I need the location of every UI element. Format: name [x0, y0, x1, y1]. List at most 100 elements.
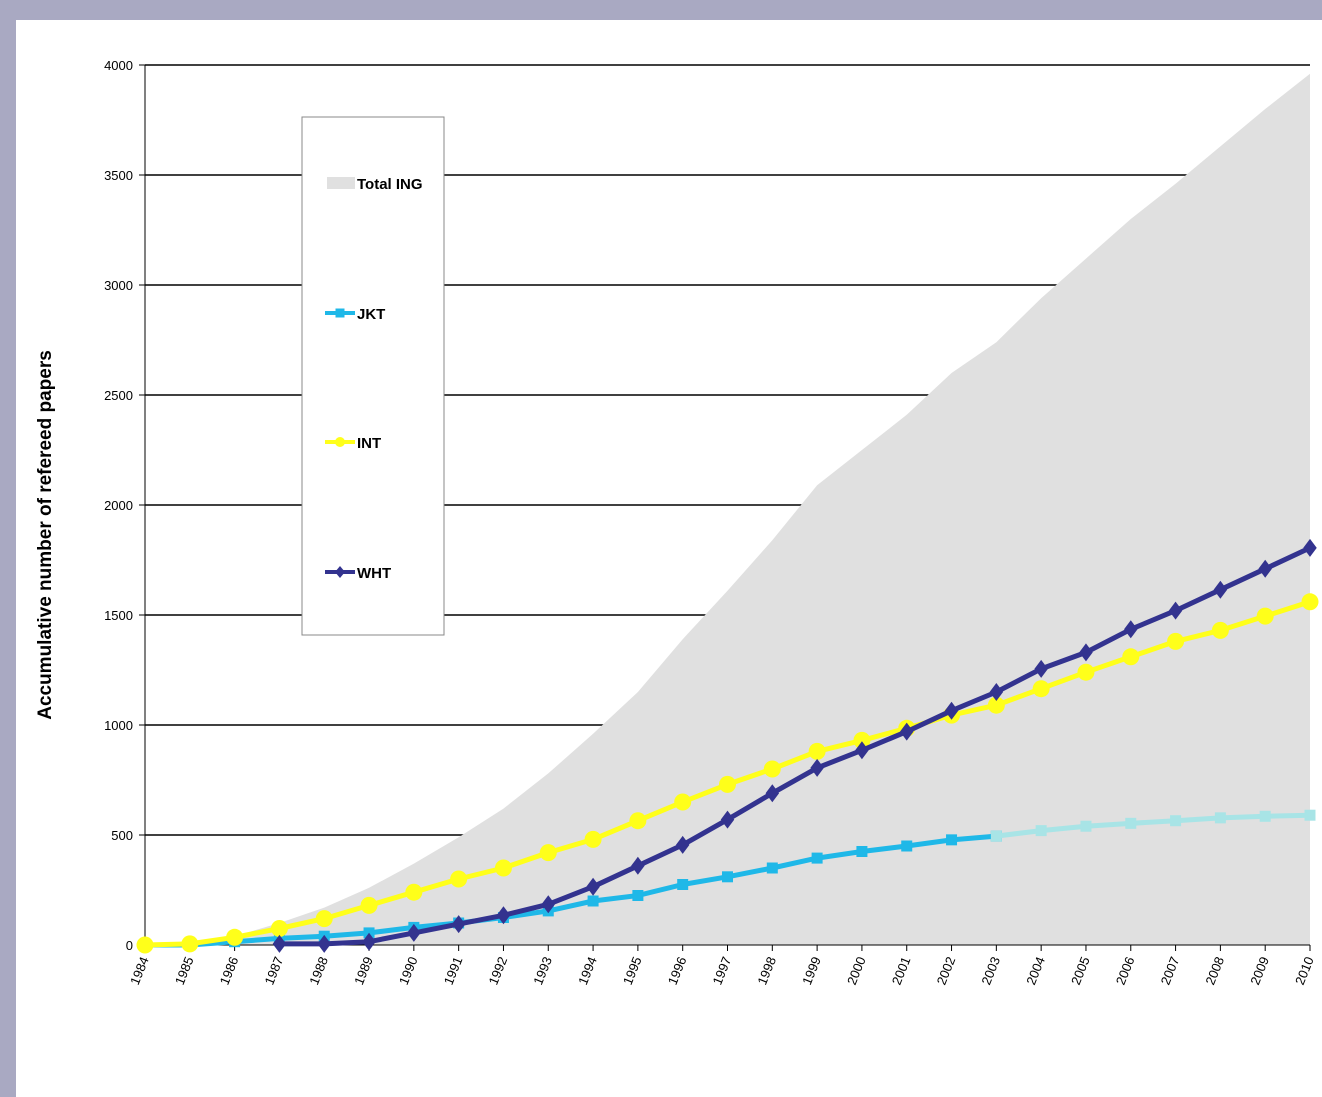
legend-marker	[335, 308, 345, 318]
legend-item-total-ing: Total ING	[327, 176, 423, 193]
point-wht	[1034, 659, 1048, 678]
y-tick-label: 3000	[104, 278, 133, 293]
x-tick-label: 1989	[351, 955, 376, 987]
x-tick-label: 2008	[1202, 955, 1227, 987]
line-jkt	[145, 833, 997, 948]
y-tick-label: 4000	[104, 58, 133, 73]
point-series-1	[1170, 815, 1182, 827]
legend-item-int: INT	[325, 435, 381, 452]
point-jkt	[722, 871, 733, 883]
legend-marker	[335, 566, 345, 578]
x-tick-label: 1990	[396, 955, 421, 987]
line-series-1	[996, 812, 1311, 839]
point-series-1	[1125, 817, 1137, 829]
point-int	[1167, 632, 1185, 650]
y-tick-label: 0	[126, 938, 133, 953]
point-jkt	[901, 840, 913, 852]
point-jkt	[766, 862, 778, 874]
chart-panel: 0 500 1000 1500 2000 2500 3000 3500 4000 1984 1985…	[16, 20, 1322, 1097]
point-wht	[855, 741, 869, 760]
line-chart: 0 500 1000 1500 2000 2500 3000 3500 4000 1984 1985…	[35, 58, 1319, 987]
x-tick-label: 1999	[799, 955, 824, 987]
y-tick-label: 1500	[104, 608, 133, 623]
point-int	[584, 830, 602, 848]
point-int	[136, 936, 154, 954]
point-series-1	[1259, 810, 1271, 822]
point-wht	[810, 758, 824, 777]
point-int	[270, 920, 288, 937]
point-int	[1032, 680, 1050, 698]
x-tick-label: 2005	[1068, 955, 1093, 987]
legend-label: Total ING	[357, 176, 423, 193]
series-series-1	[990, 809, 1316, 842]
point-wht	[407, 923, 421, 942]
legend-item-jkt: JKT	[325, 306, 385, 323]
x-tick-label: 1985	[172, 955, 197, 987]
point-wht	[899, 722, 914, 741]
series-wht	[272, 538, 1317, 953]
x-tick-label: 1997	[710, 955, 735, 987]
point-wht	[317, 934, 331, 953]
x-tick-label: 1995	[620, 955, 645, 987]
legend-item-wht: WHT	[325, 565, 391, 582]
point-int	[494, 859, 512, 877]
point-wht	[1258, 559, 1272, 578]
legend: Total ING JKT INT WHT	[301, 116, 445, 636]
point-int	[853, 731, 871, 749]
legend-label: WHT	[357, 565, 391, 582]
x-tick-label: 1994	[575, 955, 600, 987]
point-int	[539, 844, 557, 862]
point-int	[1077, 663, 1095, 681]
area-layer	[145, 73, 1310, 946]
legend-swatch	[327, 177, 355, 189]
y-tick-label: 3500	[104, 168, 133, 183]
legend-marker	[335, 437, 345, 447]
x-tick-label: 2006	[1113, 955, 1138, 987]
y-tick-label: 2500	[104, 388, 133, 403]
point-wht	[1303, 538, 1317, 557]
point-series-1	[1035, 825, 1047, 837]
point-jkt	[587, 895, 599, 907]
y-tick-label: 2000	[104, 498, 133, 513]
x-tick-label: 1987	[261, 955, 286, 987]
x-tick-label: 2000	[844, 955, 869, 987]
point-wht	[272, 934, 287, 953]
x-tick-label: 2010	[1292, 955, 1317, 987]
x-tick-label: 2004	[1023, 955, 1048, 987]
point-jkt	[856, 846, 868, 857]
point-wht	[631, 856, 645, 875]
y-axis-label: Accumulative number of refereed papers	[35, 350, 56, 720]
point-int	[226, 928, 244, 946]
point-wht	[1168, 601, 1183, 620]
point-wht	[1079, 643, 1093, 662]
x-tick-label: 1991	[441, 955, 466, 987]
point-wht	[1213, 580, 1228, 599]
point-int	[360, 896, 378, 914]
point-series-1	[1304, 809, 1316, 821]
point-int	[719, 775, 736, 793]
point-wht	[362, 932, 376, 951]
point-wht	[1124, 620, 1138, 639]
x-tick-label: 2002	[934, 955, 959, 987]
x-tick-label: 1984	[127, 955, 152, 987]
point-int	[808, 742, 826, 760]
x-tick-label: 2001	[889, 955, 914, 987]
x-tick-label: 1988	[306, 955, 331, 987]
legend-label: INT	[357, 435, 381, 452]
point-int	[629, 812, 647, 830]
point-int	[405, 883, 423, 901]
point-int	[1301, 593, 1319, 611]
point-wht	[720, 810, 735, 829]
point-series-1	[1080, 820, 1092, 832]
x-tick-label: 1986	[217, 955, 242, 987]
point-wht	[586, 877, 600, 896]
legend-box	[301, 116, 445, 636]
point-wht	[451, 915, 466, 934]
y-tick-label: 1000	[104, 718, 133, 733]
point-int	[181, 935, 199, 953]
point-series-1	[1214, 812, 1226, 824]
point-int	[1122, 648, 1140, 666]
series-lines	[136, 538, 1319, 954]
point-wht	[541, 895, 556, 914]
point-wht	[675, 835, 690, 854]
